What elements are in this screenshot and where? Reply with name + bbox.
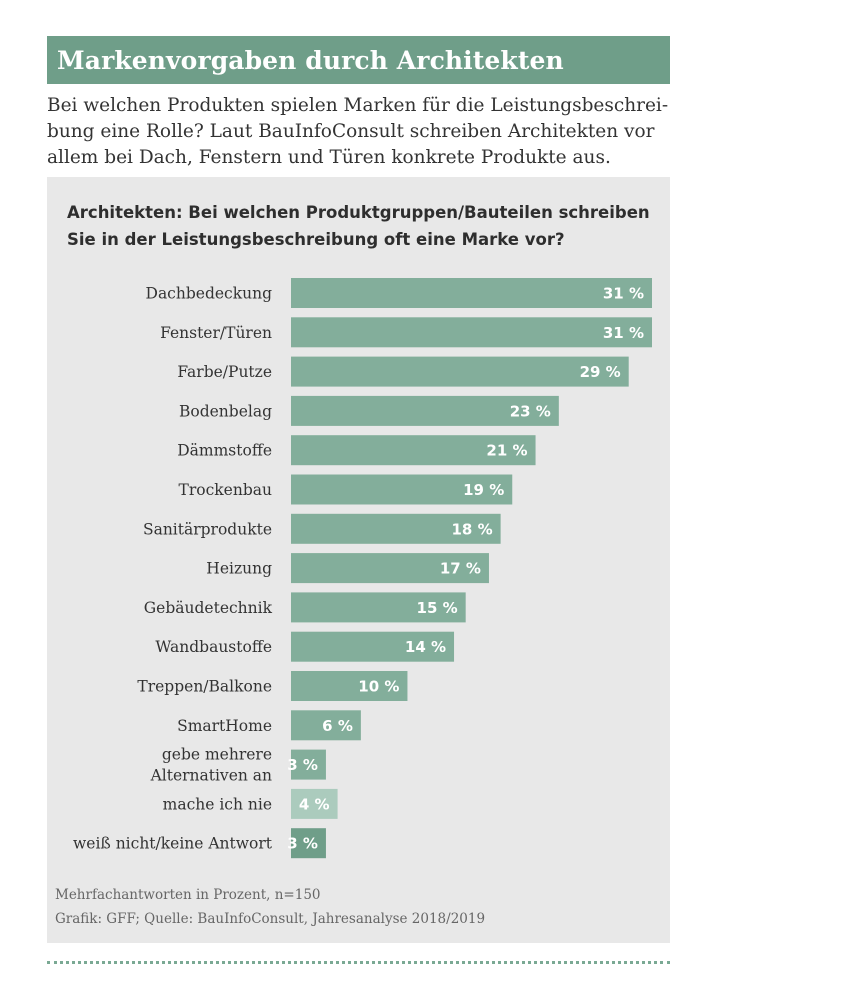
title-bar: Markenvorgaben durch Architekten bbox=[47, 36, 670, 84]
page-title: Markenvorgaben durch Architekten bbox=[57, 45, 564, 75]
value-label: 17 % bbox=[440, 560, 481, 578]
category-label: Bodenbelag bbox=[179, 402, 272, 420]
bar bbox=[291, 435, 536, 466]
value-label: 18 % bbox=[451, 520, 492, 538]
intro-text: Bei welchen Produkten spielen Marken für… bbox=[47, 93, 687, 171]
intro-line: Bei welchen Produkten spielen Marken für… bbox=[47, 95, 669, 116]
value-label: 3 % bbox=[287, 835, 318, 853]
intro-line: allem bei Dach, Fenstern und Türen konkr… bbox=[47, 147, 611, 168]
category-label: Fenster/Türen bbox=[160, 324, 272, 342]
value-label: 19 % bbox=[463, 481, 504, 499]
value-label: 6 % bbox=[322, 717, 353, 735]
dotted-divider bbox=[47, 961, 670, 964]
chart-panel: Architekten: Bei welchen Produktgruppen/… bbox=[47, 177, 670, 943]
chart-title: Architekten: Bei welchen Produktgruppen/… bbox=[67, 199, 657, 253]
chart-title-line: Sie in der Leistungsbeschreibung oft ein… bbox=[67, 230, 565, 249]
chart-source: Grafik: GFF; Quelle: BauInfoConsult, Jah… bbox=[55, 911, 486, 927]
bar bbox=[291, 828, 326, 859]
category-label: Farbe/Putze bbox=[177, 363, 272, 381]
category-label: mache ich nie bbox=[163, 795, 272, 813]
bar-chart: 31 % Dachbedeckung 31 % Fenster/Türen 29 % Fa… bbox=[73, 278, 652, 859]
bar bbox=[291, 278, 652, 308]
category-label: weiß nicht/keine Antwort bbox=[73, 835, 273, 853]
bar bbox=[291, 356, 629, 387]
value-label: 15 % bbox=[417, 599, 458, 617]
bar bbox=[291, 474, 513, 505]
bar bbox=[291, 631, 455, 662]
value-label: 29 % bbox=[580, 363, 621, 381]
chart-footer: Mehrfachantworten in Prozent, n=150 Graf… bbox=[55, 883, 485, 931]
category-label: Wandbaustoffe bbox=[155, 638, 272, 656]
category-label: Sanitärprodukte bbox=[143, 520, 272, 538]
bar bbox=[291, 788, 338, 819]
category-label: gebe mehrere bbox=[162, 746, 272, 764]
chart-note: Mehrfachantworten in Prozent, n=150 bbox=[55, 887, 321, 903]
category-label: Treppen/Balkone bbox=[137, 678, 272, 696]
value-label: 10 % bbox=[358, 678, 399, 696]
value-label: 3 % bbox=[287, 756, 318, 774]
bar bbox=[291, 513, 501, 544]
category-label: SmartHome bbox=[177, 717, 272, 735]
bar bbox=[291, 749, 326, 780]
value-label: 4 % bbox=[299, 795, 330, 813]
category-label: Dämmstoffe bbox=[177, 442, 272, 460]
bar bbox=[291, 553, 489, 584]
value-label: 31 % bbox=[603, 324, 644, 342]
category-label: Gebäudetechnik bbox=[144, 599, 273, 617]
bar bbox=[291, 671, 408, 701]
category-label: Alternativen an bbox=[150, 767, 272, 785]
category-label: Trockenbau bbox=[179, 481, 272, 499]
bar bbox=[291, 317, 652, 348]
category-label: Heizung bbox=[206, 560, 272, 578]
intro-line: bung eine Rolle? Laut BauInfoConsult sch… bbox=[47, 121, 655, 142]
bar bbox=[291, 592, 466, 623]
bar bbox=[291, 710, 361, 741]
value-label: 14 % bbox=[405, 638, 446, 656]
category-label: Dachbedeckung bbox=[146, 285, 273, 303]
value-label: 31 % bbox=[603, 285, 644, 303]
value-label: 23 % bbox=[510, 402, 551, 420]
bar bbox=[291, 395, 559, 426]
chart-title-line: Architekten: Bei welchen Produktgruppen/… bbox=[67, 203, 650, 222]
value-label: 21 % bbox=[486, 442, 527, 460]
